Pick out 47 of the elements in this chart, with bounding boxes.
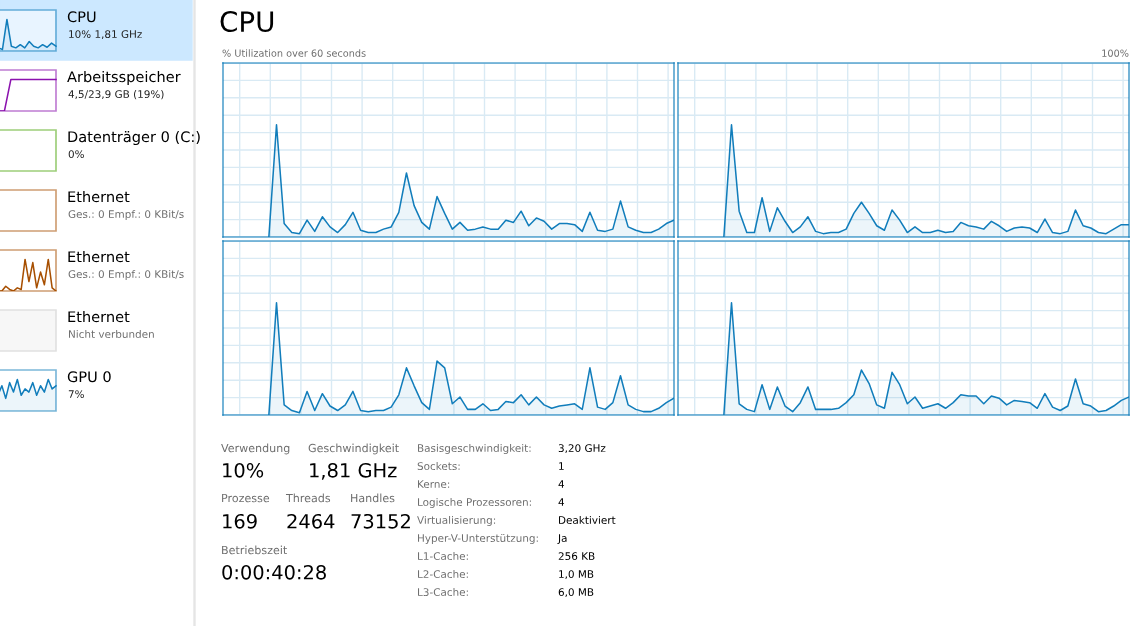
text: Datenträger 0 (C:) — [68, 130, 200, 146]
text: Betriebszeit — [222, 545, 287, 555]
chart-subtitle: % Utilization over 60 seconds — [222, 49, 366, 57]
text: Prozesse — [222, 493, 270, 503]
text: Ja — [557, 534, 567, 544]
text: Threads — [285, 493, 331, 503]
text: Geschwindigkeit — [308, 443, 399, 455]
text: L3-Cache: — [418, 587, 468, 597]
text: Handles — [351, 493, 395, 503]
text: Ethernet — [68, 310, 130, 323]
text: 4 — [558, 480, 565, 488]
text: 6,0 MB — [558, 588, 594, 598]
text: Ges.: 0 Empf.: 0 KBit/s — [68, 209, 184, 221]
text: L1-Cache: — [418, 551, 468, 561]
text: Ethernet — [68, 190, 130, 203]
text: CPU — [67, 11, 96, 23]
chart-title: CPU — [220, 11, 274, 33]
text: 169 — [223, 513, 257, 529]
text: 2464 — [287, 513, 335, 529]
text: Virtualisierung: — [417, 515, 496, 527]
text: 3,20 GHz — [558, 444, 606, 454]
text: 7% — [68, 390, 84, 399]
text: 0% — [68, 150, 84, 159]
text: Verwendung — [221, 443, 290, 455]
text: Ges.: 0 Empf.: 0 KBit/s — [68, 269, 184, 281]
text: 0:00:40:28 — [222, 564, 326, 580]
text: 256 KB — [558, 552, 595, 561]
text: Ethernet — [68, 250, 130, 263]
text: Logische Prozessoren: — [418, 497, 531, 509]
text: 73152 — [351, 513, 410, 529]
text: Sockets: — [417, 461, 460, 471]
text: Arbeitsspeicher — [67, 70, 181, 86]
text: 10% — [223, 462, 264, 478]
text: 1,0 MB — [559, 570, 594, 580]
text: 1,81 GHz — [310, 462, 397, 480]
text: GPU 0 — [67, 371, 111, 383]
text: 100% — [1102, 49, 1129, 57]
text: Deaktiviert — [559, 515, 616, 525]
text: Hyper-V-Unterstützung: — [418, 533, 538, 545]
text: Kerne: — [418, 480, 450, 489]
text: L2-Cache: — [418, 569, 468, 579]
text: Nicht verbunden — [69, 329, 154, 339]
text: 4 — [558, 498, 565, 506]
text: 4,5/23,9 GB (19%) — [68, 89, 164, 100]
text: Basisgeschwindigkeit: — [418, 443, 531, 455]
text: 10% 1,81 GHz — [69, 30, 142, 40]
text: 1 — [559, 462, 564, 470]
